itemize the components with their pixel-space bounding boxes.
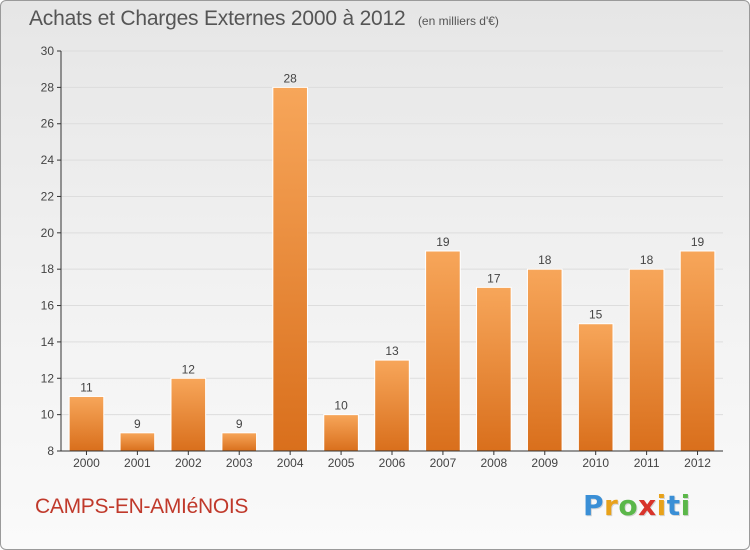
x-tick-label-2002: 2002: [175, 456, 202, 470]
logo-letter: x: [638, 489, 657, 522]
bar-2003: [221, 432, 258, 452]
proxiti-logo: Proxiti: [583, 489, 691, 522]
unit-note: (en milliers d'€): [417, 14, 499, 28]
bar-layer: [68, 86, 716, 452]
y-tick-label: 18: [41, 262, 55, 276]
x-tick-label-2012: 2012: [684, 456, 711, 470]
data-label-2003: 9: [236, 417, 243, 431]
bar-2009: [526, 268, 563, 452]
data-label-2006: 13: [385, 344, 399, 358]
chart-title: Achats et Charges Externes 2000 à 2012: [29, 7, 406, 30]
bar-2010: [577, 323, 614, 452]
chart-title-block: Achats et Charges Externes 2000 à 2012 (…: [29, 7, 499, 31]
bar-2012: [679, 250, 716, 452]
axis-layer: 8 10 12 14 16 18 20 22 24 26 28 30 2000 2001 2002 2003 2…: [41, 44, 723, 470]
logo-letter: t: [666, 489, 681, 522]
data-label-2001: 9: [134, 417, 141, 431]
logo-letter: o: [618, 489, 639, 522]
bar-2004: [272, 86, 308, 452]
data-label-2008: 17: [487, 271, 501, 285]
commune-name: CAMPS-EN-AMIéNOIS: [35, 495, 249, 518]
bar-2005: [323, 414, 359, 452]
y-tick-label: 8: [47, 444, 54, 458]
x-tick-label-2000: 2000: [73, 456, 100, 470]
bar-2001: [119, 432, 156, 452]
data-label-2010: 15: [589, 308, 603, 322]
x-tick-label-2003: 2003: [226, 456, 253, 470]
x-tick-label-2006: 2006: [379, 456, 406, 470]
y-tick-label: 16: [41, 299, 55, 313]
y-tick-label: 24: [41, 153, 55, 167]
logo-letter: P: [583, 489, 605, 522]
logo-letter: i: [656, 489, 667, 522]
logo-letter: r: [604, 489, 619, 522]
bar-2000: [68, 395, 105, 452]
bar-2011: [628, 268, 665, 452]
y-tick-label: 28: [41, 80, 55, 94]
x-tick-label-2008: 2008: [480, 456, 507, 470]
y-tick-label: 22: [41, 189, 55, 203]
y-tick-label: 30: [41, 44, 55, 58]
data-label-2011: 18: [640, 253, 654, 267]
data-label-2009: 18: [538, 253, 552, 267]
bar-2008: [476, 286, 512, 452]
y-tick-label: 26: [41, 117, 55, 131]
bar-2007: [425, 250, 461, 452]
y-tick-label: 20: [41, 226, 55, 240]
bar-2006: [374, 359, 410, 452]
x-tick-label-2001: 2001: [124, 456, 151, 470]
label-layer: 11 9 12 9 28 10 13 19 17 18 15 18 19: [80, 71, 704, 430]
y-tick-label: 10: [41, 408, 55, 422]
x-tick-label-2004: 2004: [277, 456, 304, 470]
x-tick-label-2009: 2009: [531, 456, 558, 470]
data-label-2012: 19: [691, 235, 705, 249]
x-tick-label-2007: 2007: [430, 456, 457, 470]
y-tick-label: 12: [41, 371, 55, 385]
data-label-2002: 12: [182, 362, 196, 376]
data-label-2004: 28: [283, 71, 297, 85]
y-tick-label: 14: [41, 335, 55, 349]
data-label-2005: 10: [334, 399, 348, 413]
data-label-2007: 19: [436, 235, 450, 249]
x-tick-label-2010: 2010: [582, 456, 609, 470]
x-tick-label-2011: 2011: [634, 456, 660, 470]
x-tick-label-2005: 2005: [328, 456, 355, 470]
logo-letter: i: [680, 489, 691, 522]
bar-2002: [170, 377, 207, 452]
data-label-2000: 11: [80, 380, 93, 394]
